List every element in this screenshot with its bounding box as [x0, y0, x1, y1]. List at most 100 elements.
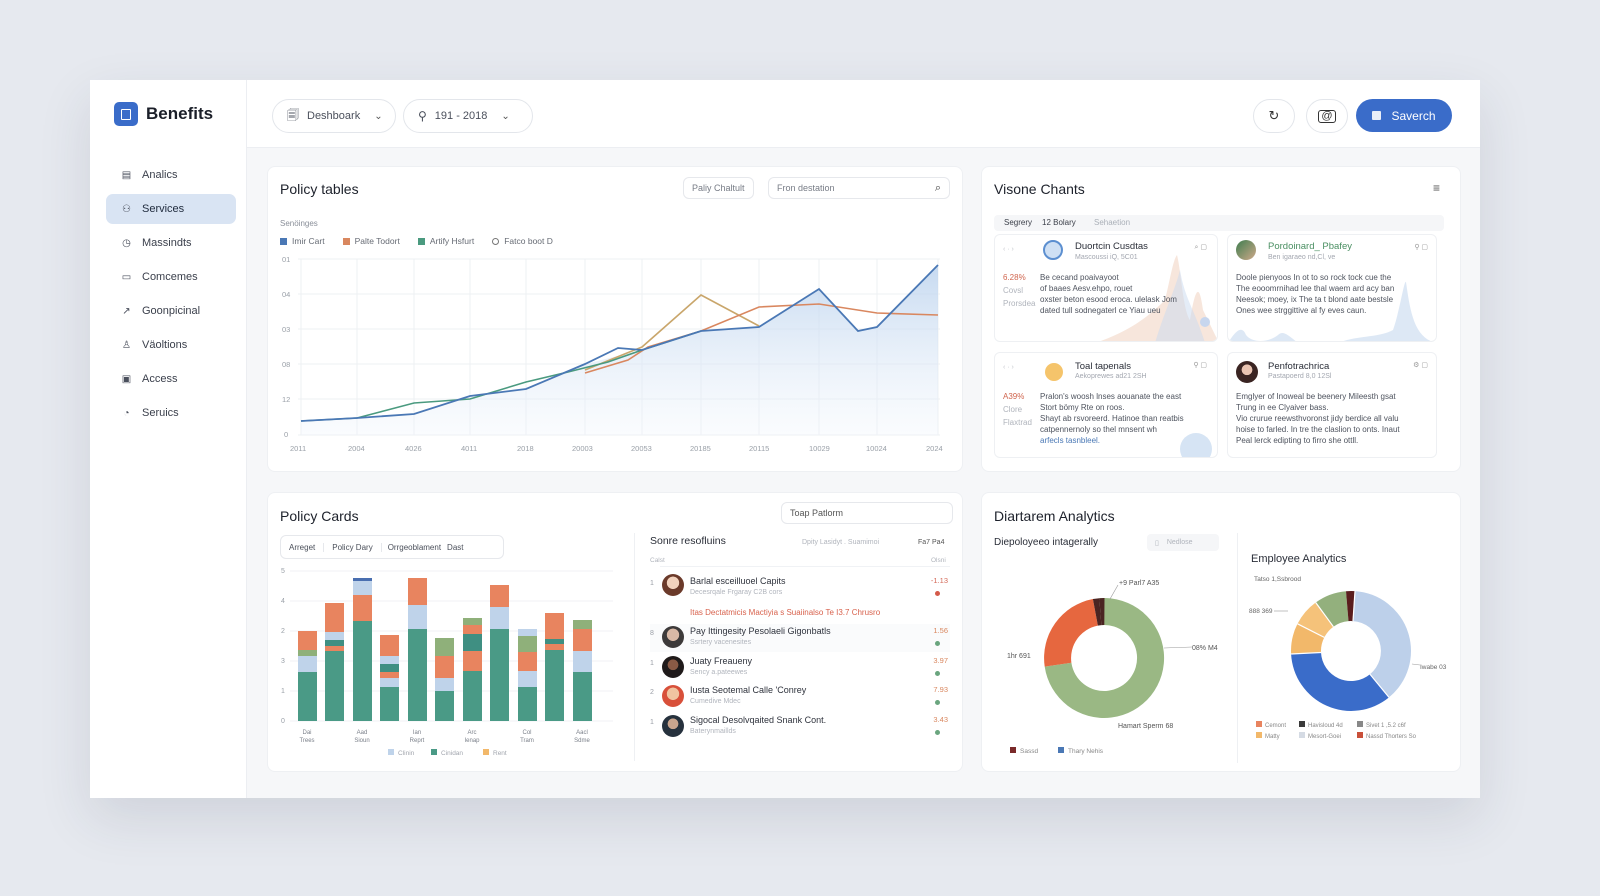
sidebar-item-goonpicinal[interactable]: ↗ Goonpicinal [106, 296, 236, 326]
insight-card[interactable]: Penfotrachrica Pastapoerd 8,0 12Sl ⚙ ▢ E… [1227, 352, 1437, 458]
mention-button[interactable]: @ [1306, 99, 1348, 133]
card-body: Doole pienyoos In ot to so rock tock cue… [1236, 273, 1395, 315]
filter-policy-dary[interactable]: Policy Dary [324, 542, 382, 552]
check-circle-icon: ◔ [123, 407, 130, 419]
sidebar-item-access[interactable]: ▣ Access [106, 364, 236, 394]
table-row[interactable]: 1 Barlal esceilluoel Capits Decesrqale F… [650, 574, 948, 596]
svg-text:Thary Nehis: Thary Nehis [1068, 748, 1104, 755]
card-name: Duortcin Cusdtas [1075, 241, 1148, 252]
tab-sehaetion[interactable]: Sehaetion [1094, 218, 1131, 227]
destination-search[interactable]: Fron destation ⌕ [768, 177, 950, 199]
refresh-button[interactable]: ↻ [1253, 99, 1295, 133]
sidebar-item-analics[interactable]: ▤ Analics [106, 160, 236, 190]
avatar [1043, 240, 1063, 260]
filter-arreget[interactable]: Arreget [281, 542, 325, 552]
column-header-left: Calst [650, 557, 665, 564]
card-stat-label: Flaxtrad [1003, 418, 1032, 427]
svg-text:Matty: Matty [1265, 734, 1280, 740]
bars [298, 578, 592, 721]
policy-line-chart: 01 04 03 08 12 0 2011 2004 4026 4011 201… [282, 255, 943, 453]
divider [1237, 533, 1238, 763]
card-sub: Aekoprewes ad21 2SH [1075, 373, 1147, 380]
svg-text:Sivet 1 ,5.2 c6f: Sivet 1 ,5.2 c6f [1366, 723, 1406, 729]
date-range-select[interactable]: ⚲ 191 - 2018 ⌄ [403, 99, 533, 133]
line-chart-legend: Imir Cart Palte Todort Artify Hsfurt Fat… [280, 236, 553, 246]
svg-text:Hamart Sperm 68: Hamart Sperm 68 [1118, 723, 1173, 730]
svg-text:888 369: 888 369 [1249, 608, 1273, 615]
status-dot [935, 641, 940, 646]
square-icon [1372, 111, 1382, 120]
menu-icon[interactable]: ≡ [1432, 181, 1440, 195]
filter-dast[interactable]: Dast [447, 542, 464, 552]
insight-card[interactable]: Pordoinard_ Pbafey Ben igaraeo nd,Cl, ve… [1227, 234, 1437, 342]
briefcase-icon: ▭ [121, 271, 132, 283]
pin-icon: ↗ [122, 305, 131, 317]
svg-text:Tram: Tram [520, 738, 534, 744]
list-title: Sonre resofluins [650, 535, 726, 547]
svg-text:20115: 20115 [749, 444, 769, 453]
sidebar-item-services[interactable]: ⚇ Services [106, 194, 236, 224]
svg-text:04: 04 [282, 290, 290, 299]
card-sub: Pastapoerd 8,0 12Sl [1268, 373, 1332, 380]
card-stat-label: Clore [1003, 405, 1023, 414]
svg-text:4026: 4026 [405, 444, 422, 453]
svg-text:2011: 2011 [290, 444, 306, 453]
sidebar-item-label: Väoltions [142, 339, 188, 351]
table-row[interactable]: 1 Juaty Freaueny Sency a.pateewes 3.97 [650, 656, 948, 678]
legend-item: Palte Todort [342, 236, 400, 246]
svg-text:Nassd Thorters So: Nassd Thorters So [1366, 734, 1417, 740]
view-select[interactable]: 🗐 Deshboark ⌄ [272, 99, 396, 133]
alert-text[interactable]: Itas Dectatmicis Mactiyia s Suaiinalso T… [690, 608, 881, 617]
sidebar-item-label: Comcemes [142, 271, 198, 283]
table-row[interactable]: 8 Pay Ittingesity Pesolaeli Gigonbatls S… [650, 624, 950, 652]
divider [660, 566, 950, 567]
svg-text:2: 2 [281, 628, 285, 635]
list-meta: Dpity Lasidyt . Suamimoi [802, 539, 880, 546]
avatar [662, 626, 684, 648]
sidebar-item-comcemes[interactable]: ▭ Comcemes [106, 262, 236, 292]
svg-text:5: 5 [281, 568, 285, 575]
svg-text:03: 03 [282, 325, 290, 334]
metric-select[interactable]: ▯ Nedlose [1147, 534, 1219, 551]
sidebar-item-label: Goonpicinal [142, 305, 201, 317]
at-sign-icon: @ [1318, 109, 1336, 123]
brand[interactable]: Benefits [114, 102, 213, 126]
status-dot [935, 671, 940, 676]
svg-text:0: 0 [281, 718, 285, 725]
person-icon: ♙ [122, 339, 131, 351]
policy-chart-filter[interactable]: Paliy Chaltult [683, 177, 754, 199]
bookmark-icon: ▯ [1155, 539, 1159, 547]
insight-card[interactable]: ‹ · › Toal tapenals Aekoprewes ad21 2SH … [994, 352, 1218, 458]
table-row[interactable]: 2 Iusta Seotemal Calle 'Conrey Cumedive … [650, 685, 948, 707]
avatar [662, 685, 684, 707]
insight-card[interactable]: ‹ · › Duortcin Cusdtas Mascoussi iQ, 5C0… [994, 234, 1218, 342]
card-actions-icon[interactable]: ⚲ ▢ [1414, 244, 1428, 251]
sidebar-nav: ▤ Analics ⚇ Services ◷ Massindts ▭ Comce… [106, 160, 236, 432]
platform-search[interactable]: Toap Patlorm [781, 502, 953, 524]
card-actions-icon[interactable]: ⌕ ▢ [1194, 244, 1207, 251]
legend-item: Imir Cart [280, 236, 325, 246]
sidebar-item-label: Analics [142, 169, 178, 181]
tab-bolary[interactable]: 12 Bolary [1042, 218, 1076, 227]
sparkline-bg [1229, 281, 1431, 341]
card-sub: Mascoussi iQ, 5C01 [1075, 254, 1138, 261]
svg-text:4011: 4011 [461, 444, 477, 453]
sidebar-item-massindts[interactable]: ◷ Massindts [106, 228, 236, 258]
search-button[interactable]: Saverch [1356, 99, 1452, 132]
sidebar-item-label: Massindts [142, 237, 192, 249]
tab-segrery[interactable]: Segrery [1004, 218, 1033, 227]
svg-text:Tatso 1,Ssbrood: Tatso 1,Ssbrood [1254, 576, 1301, 583]
filter-orrgeoblament[interactable]: Orrgeoblament [387, 542, 442, 552]
table-row[interactable]: 1 Sigocal Desolvqaited Snank Cont. Bater… [650, 715, 948, 737]
app-window: Benefits ▤ Analics ⚇ Services ◷ Massindt… [90, 80, 1480, 798]
svg-text:Clinin: Clinin [398, 750, 415, 757]
date-range-value: 191 - 2018 [434, 110, 488, 122]
employee-analytics-title: Employee Analytics [1251, 553, 1347, 565]
sidebar-item-vaoltions[interactable]: ♙ Väoltions [106, 330, 236, 360]
search-button-label: Saverch [1391, 108, 1436, 123]
card-actions-icon[interactable]: ⚲ ▢ [1193, 362, 1207, 369]
divider [634, 533, 635, 761]
sidebar-item-seruics[interactable]: ◔ Seruics [106, 398, 236, 428]
card-actions-icon[interactable]: ⚙ ▢ [1413, 362, 1428, 369]
